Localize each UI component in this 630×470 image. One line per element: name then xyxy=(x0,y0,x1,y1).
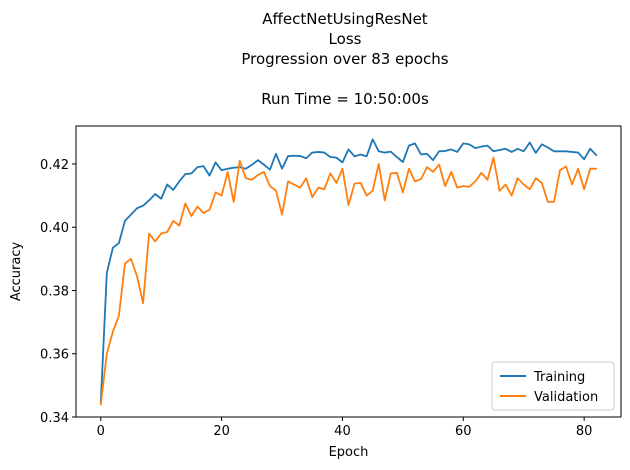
legend-label-validation: Validation xyxy=(534,390,598,405)
x-tick-label: 0 xyxy=(97,424,105,439)
chart-title: AffectNetUsingResNet Loss Progression over… xyxy=(241,10,448,108)
y-tick-label: 0.36 xyxy=(40,348,69,363)
y-tick-label: 0.40 xyxy=(40,221,69,236)
x-axis-ticks: 0 20 40 60 80 xyxy=(97,417,593,439)
y-tick-label: 0.42 xyxy=(40,158,69,173)
chart-title-line: Run Time = 10:50:00s xyxy=(261,90,429,108)
x-axis-label: Epoch xyxy=(329,445,369,460)
x-tick-label: 60 xyxy=(455,424,472,439)
chart-title-line: AffectNetUsingResNet xyxy=(262,10,428,28)
y-axis-label: Accuracy xyxy=(9,242,24,302)
x-tick-label: 40 xyxy=(334,424,351,439)
legend: Training Validation xyxy=(491,361,615,411)
series-line-validation xyxy=(99,156,598,406)
legend-label-training: Training xyxy=(533,370,585,385)
chart-title-line: Loss xyxy=(329,30,362,48)
series-lines xyxy=(99,138,598,406)
y-axis-ticks: 0.34 0.36 0.38 0.40 0.42 xyxy=(40,158,76,426)
series-line-training xyxy=(99,138,598,404)
plot-area-frame xyxy=(75,125,622,418)
chart-title-line: Progression over 83 epochs xyxy=(241,50,448,68)
x-tick-label: 80 xyxy=(576,424,593,439)
x-tick-label: 20 xyxy=(213,424,230,439)
y-tick-label: 0.34 xyxy=(40,411,69,426)
y-tick-label: 0.38 xyxy=(40,284,69,299)
legend-box xyxy=(491,361,615,411)
